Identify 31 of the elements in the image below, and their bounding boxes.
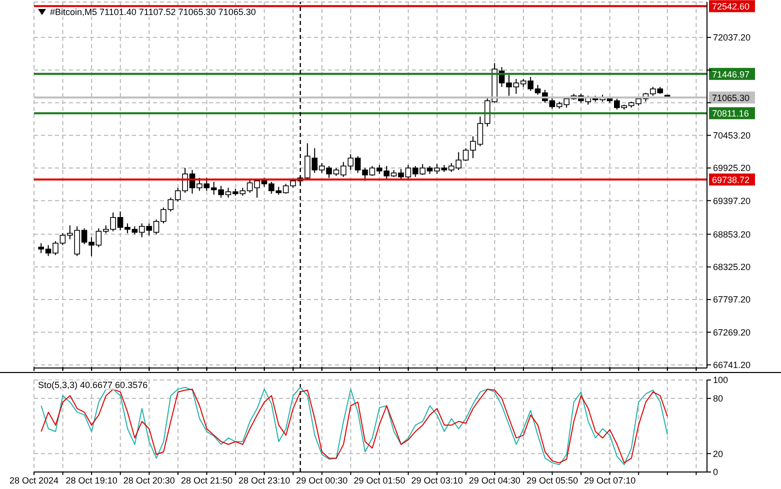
y-tick-label: 69925.20 [713, 163, 751, 174]
x-tick-label: 28 Oct 21:50 [180, 475, 233, 486]
ref-line-label: 71065.30 [712, 93, 750, 103]
x-tick-label: 28 Oct 20:30 [123, 475, 175, 486]
x-tick-label: 29 Oct 01:50 [354, 475, 406, 486]
x-tick-label: 28 Oct 2024 [9, 475, 59, 486]
x-tick-label: 28 Oct 19:10 [66, 475, 118, 486]
ref-line-label: 71446.97 [712, 69, 750, 80]
chart-title: Sto(5,3,3) 40.6677 60.3576 [38, 380, 148, 390]
x-tick-label: 29 Oct 04:30 [468, 475, 520, 486]
x-tick-label: 28 Oct 23:10 [238, 475, 290, 486]
text: #Bitcoin,M5 71101.40 71107.52 71065.30 71065.30 [50, 7, 256, 17]
ref-line-label: 70811.16 [712, 108, 749, 119]
y-tick-label: 66741.20 [713, 360, 751, 370]
x-tick-label: 29 Oct 00:30 [296, 475, 348, 486]
y-tick-label: 0 [713, 467, 718, 478]
y-tick-label: 68853.20 [713, 229, 751, 240]
y-tick-label: 100 [713, 375, 728, 386]
y-tick-label: 67269.20 [713, 327, 751, 338]
x-tick-label: 29 Oct 07:10 [584, 475, 636, 486]
y-tick-label: 70453.20 [713, 130, 751, 141]
y-tick-label: 20 [713, 448, 724, 459]
y-tick-label: 69397.20 [713, 196, 751, 206]
ref-line-label: 72542.60 [712, 2, 750, 12]
y-tick-label: 68325.20 [713, 262, 751, 272]
y-tick-label: 72037.20 [713, 32, 751, 43]
x-tick-label: 29 Oct 03:10 [411, 475, 463, 486]
y-tick-label: 80 [713, 394, 724, 404]
ref-line-label: 69738.72 [712, 175, 750, 186]
y-tick-label: 67797.20 [713, 294, 751, 305]
x-tick-label: 29 Oct 05:50 [526, 475, 578, 486]
